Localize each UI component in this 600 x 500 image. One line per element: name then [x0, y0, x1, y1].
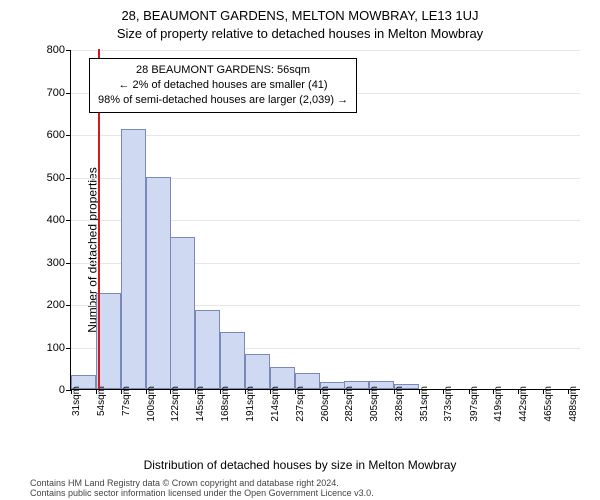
y-tick-label: 600 [47, 129, 65, 141]
y-tick-label: 0 [59, 384, 65, 396]
histogram-bar [195, 310, 220, 389]
x-tick-label: 488sqm [568, 386, 579, 422]
y-tick-label: 100 [47, 342, 65, 354]
x-tick-label: 328sqm [394, 386, 405, 422]
x-tick-label: 168sqm [220, 386, 231, 422]
histogram-bar [146, 177, 171, 389]
y-tick-mark [66, 263, 71, 264]
y-tick-label: 700 [47, 87, 65, 99]
y-tick-label: 200 [47, 299, 65, 311]
y-tick-mark [66, 93, 71, 94]
histogram-bar [245, 354, 270, 389]
x-tick-label: 282sqm [344, 386, 355, 422]
gridline [71, 135, 580, 136]
x-tick-label: 442sqm [518, 386, 529, 422]
annotation-line3: 98% of semi-detached houses are larger (… [98, 93, 348, 108]
chart-container: 28, BEAUMONT GARDENS, MELTON MOWBRAY, LE… [0, 0, 600, 500]
footer-licence: Contains public sector information licen… [30, 488, 374, 498]
y-tick-mark [66, 135, 71, 136]
annotation-line2: ← 2% of detached houses are smaller (41) [98, 78, 348, 93]
y-tick-mark [66, 50, 71, 51]
x-tick-label: 31sqm [71, 386, 82, 416]
y-tick-label: 400 [47, 214, 65, 226]
x-tick-label: 419sqm [493, 386, 504, 422]
y-tick-label: 300 [47, 257, 65, 269]
x-tick-label: 373sqm [443, 386, 454, 422]
x-tick-label: 465sqm [543, 386, 554, 422]
gridline [71, 50, 580, 51]
x-tick-label: 122sqm [170, 386, 181, 422]
y-tick-mark [66, 348, 71, 349]
footer-copyright: Contains HM Land Registry data © Crown c… [30, 478, 339, 488]
y-tick-mark [66, 305, 71, 306]
x-tick-label: 145sqm [195, 386, 206, 422]
x-tick-label: 77sqm [121, 386, 132, 416]
plot-area: 010020030040050060070080031sqm54sqm77sqm… [70, 50, 580, 390]
x-tick-label: 237sqm [295, 386, 306, 422]
x-tick-label: 397sqm [469, 386, 480, 422]
x-tick-label: 54sqm [96, 386, 107, 416]
x-axis-label: Distribution of detached houses by size … [0, 458, 600, 472]
y-tick-mark [66, 178, 71, 179]
y-tick-mark [66, 220, 71, 221]
histogram-bar [121, 129, 146, 389]
chart-subtitle: Size of property relative to detached ho… [0, 26, 600, 41]
y-tick-label: 500 [47, 172, 65, 184]
annotation-line1: 28 BEAUMONT GARDENS: 56sqm [98, 63, 348, 78]
x-tick-label: 191sqm [245, 386, 256, 422]
histogram-bar [170, 237, 195, 389]
y-tick-label: 800 [47, 44, 65, 56]
annotation-box: 28 BEAUMONT GARDENS: 56sqm ← 2% of detac… [89, 58, 357, 113]
x-tick-label: 214sqm [270, 386, 281, 422]
chart-title: 28, BEAUMONT GARDENS, MELTON MOWBRAY, LE… [0, 8, 600, 23]
histogram-bar [220, 332, 245, 389]
x-tick-label: 351sqm [419, 386, 430, 422]
x-tick-label: 260sqm [320, 386, 331, 422]
x-tick-label: 305sqm [369, 386, 380, 422]
x-tick-label: 100sqm [146, 386, 157, 422]
